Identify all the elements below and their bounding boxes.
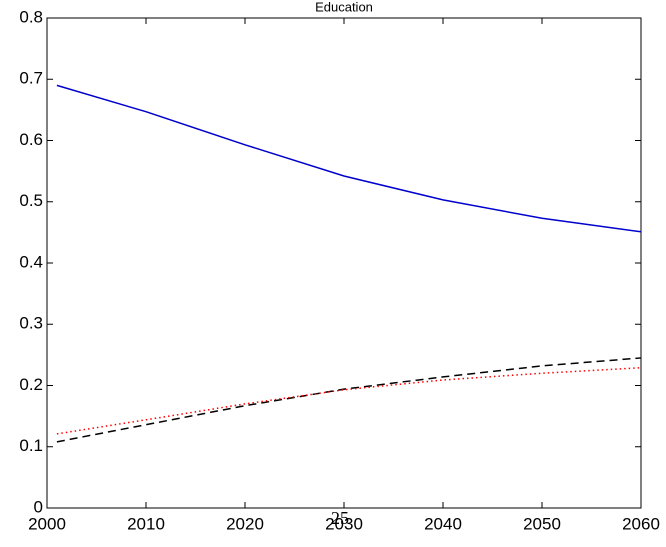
y-tick-label: 0.3 bbox=[19, 314, 43, 333]
series-line bbox=[56, 357, 642, 443]
y-tick-label: 0.8 bbox=[19, 7, 43, 26]
x-tick-label: 2030 bbox=[325, 514, 363, 533]
x-tick-label: 2020 bbox=[226, 514, 264, 533]
series-line bbox=[56, 366, 642, 435]
y-tick-label: 0.2 bbox=[19, 375, 43, 394]
series-line bbox=[56, 84, 642, 233]
y-tick-label: 0.4 bbox=[19, 252, 43, 271]
x-tick-label: 2050 bbox=[523, 514, 561, 533]
page-number: 25 bbox=[331, 508, 349, 528]
y-tick-label: 0.5 bbox=[19, 191, 43, 210]
y-tick-label: 0.1 bbox=[19, 436, 43, 455]
chart-title: Education bbox=[315, 0, 373, 14]
x-tick-label: 2010 bbox=[127, 514, 165, 533]
y-tick-label: 0.7 bbox=[19, 69, 43, 88]
x-tick-label: 2000 bbox=[28, 514, 66, 533]
x-tick-label: 2060 bbox=[622, 514, 660, 533]
x-tick-label: 2040 bbox=[424, 514, 462, 533]
y-tick-label: 0 bbox=[34, 497, 43, 516]
y-tick-label: 0.6 bbox=[19, 130, 43, 149]
